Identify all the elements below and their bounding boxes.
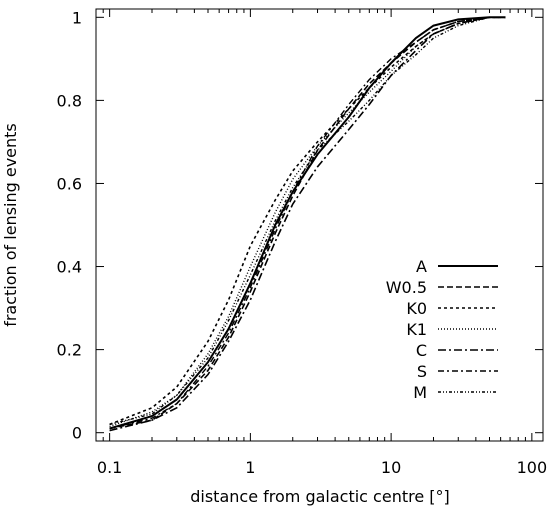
legend-label: A	[416, 257, 427, 276]
series-line-m	[109, 16, 506, 426]
series-line-k0	[109, 16, 506, 426]
legend-label: W0.5	[386, 278, 427, 297]
legend-label: S	[417, 362, 427, 381]
series-line-c	[109, 16, 506, 432]
x-tick-label: 1	[245, 458, 255, 477]
y-axis-label: fraction of lensing events	[1, 123, 20, 327]
y-tick-label: 1	[72, 8, 82, 27]
legend-label: K0	[406, 299, 427, 318]
series-line-w05	[109, 16, 506, 430]
y-tick-label: 0	[72, 424, 82, 443]
series-line-a	[109, 16, 506, 430]
legend-label: M	[413, 383, 427, 402]
legend-label: K1	[406, 320, 427, 339]
series-line-s	[109, 16, 506, 430]
y-tick-label: 0.6	[57, 174, 82, 193]
legend-label: C	[416, 341, 427, 360]
axis-ticks	[96, 9, 543, 441]
y-tick-label: 0.4	[57, 258, 82, 277]
y-tick-label: 0.2	[57, 341, 82, 360]
series-line-k1	[109, 16, 506, 428]
plot-frame	[95, 8, 544, 442]
x-axis-label: distance from galactic centre [°]	[190, 487, 450, 506]
x-tick-label: 10	[381, 458, 401, 477]
x-tick-label: 100	[517, 458, 548, 477]
y-tick-label: 0.8	[57, 91, 82, 110]
series-lines	[109, 16, 506, 432]
legend: A W0.5 K0 K1 CSM	[386, 257, 498, 402]
x-tick-label: 0.1	[97, 458, 122, 477]
axis-tick-labels: 0 0.2 0.4 0.6 0.8 1 0.1 1 10 100	[57, 8, 548, 477]
